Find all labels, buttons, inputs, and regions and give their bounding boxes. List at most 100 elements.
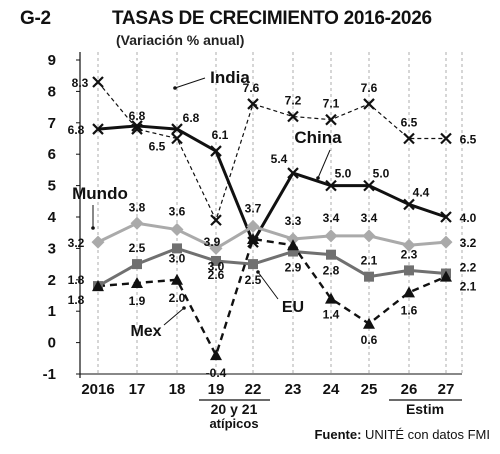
data-label-eu: 2.2 [460, 261, 477, 275]
marker-india [210, 214, 222, 226]
marker-china [131, 120, 143, 132]
marker-india [247, 98, 259, 110]
data-label-china: 5.0 [373, 167, 390, 181]
series-line-india [97, 81, 446, 221]
series-pointer-head-eu [256, 270, 260, 274]
marker-china [403, 198, 415, 211]
series-name-mundo: Mundo [72, 184, 128, 203]
group-sublabel-atipicos: atípicos [209, 416, 258, 431]
data-label-china: 4.4 [413, 185, 430, 199]
marker-india [287, 110, 299, 123]
marker-mundo [209, 241, 223, 255]
chart-code: G-2 [20, 8, 51, 29]
marker-mex [131, 276, 143, 288]
x-tick-label: 17 [129, 381, 146, 398]
marker-eu [404, 265, 414, 276]
marker-mundo [402, 238, 416, 252]
series-name-eu: EU [282, 299, 304, 316]
data-label-mundo: 3.2 [68, 236, 85, 250]
y-tick-label: 3 [48, 240, 56, 257]
data-label-mundo: 3.7 [245, 201, 262, 215]
data-label-mundo: 3.2 [460, 236, 477, 250]
y-tick-label: 8 [48, 83, 56, 100]
marker-mundo [170, 223, 184, 237]
marker-india [403, 132, 415, 145]
chart-subtitle: (Variación % anual) [116, 32, 245, 48]
data-label-eu: 2.8 [323, 264, 340, 278]
data-label-india: 6.5 [401, 116, 418, 130]
series-pointer-india [174, 77, 206, 89]
series-pointer-china [317, 149, 331, 179]
marker-eu [172, 243, 182, 254]
data-label-mex: 0.6 [361, 333, 378, 347]
marker-china [440, 211, 452, 223]
series-name-india: India [210, 68, 250, 87]
series-line-eu [97, 246, 447, 288]
marker-eu [364, 271, 374, 282]
data-label-china: 4.0 [460, 211, 477, 225]
data-label-mundo: 3.8 [129, 200, 146, 214]
group-label-estim: Estim [406, 401, 444, 417]
data-label-india: 3.9 [204, 235, 221, 249]
data-label-mex: 1.8 [68, 293, 85, 307]
x-tick-label: 25 [361, 381, 378, 398]
source-note: Fuente: UNITÉ con datos FMI [314, 427, 490, 442]
marker-india [325, 113, 337, 126]
series-name-china: China [294, 128, 342, 147]
y-tick-label: 4 [48, 209, 57, 226]
series-name-mex: Mex [130, 323, 161, 340]
data-label-mex: -0.4 [206, 366, 227, 380]
series-pointer-head-mex [182, 306, 186, 310]
marker-eu [132, 259, 142, 270]
data-label-eu: 2.9 [285, 261, 302, 275]
data-label-eu: 2.5 [129, 241, 146, 255]
y-tick-label: 7 [48, 115, 56, 132]
marker-china [171, 123, 183, 135]
marker-mundo [130, 216, 144, 230]
data-label-india: 6.5 [149, 140, 166, 154]
group-label-atipicos: 20 y 21 [211, 401, 258, 417]
x-tick-label: 18 [169, 381, 186, 398]
marker-china [325, 179, 337, 192]
marker-china [287, 167, 299, 179]
marker-india [92, 76, 104, 88]
x-tick-label: 22 [245, 381, 262, 398]
marker-mundo [286, 232, 300, 246]
y-tick-label: 9 [48, 52, 56, 69]
data-label-mundo: 3.4 [323, 211, 340, 225]
data-label-eu: 3.0 [169, 251, 186, 265]
data-label-china: 5.4 [271, 152, 288, 166]
marker-eu [211, 255, 221, 266]
marker-mex [287, 239, 299, 251]
data-label-mex: 2.0 [169, 291, 186, 305]
source-label: Fuente: [314, 427, 362, 442]
marker-eu [326, 249, 336, 260]
marker-mex [363, 317, 375, 329]
y-tick-label: 0 [48, 335, 56, 352]
marker-eu [248, 259, 258, 270]
data-label-eu: 1.8 [68, 273, 85, 287]
data-label-china: 5.0 [335, 167, 352, 181]
marker-india [131, 123, 143, 135]
series-pointer-mex [163, 307, 185, 326]
data-label-mundo: 3.6 [169, 205, 186, 219]
data-label-mex: 1.9 [129, 294, 146, 308]
y-tick-label: 5 [48, 178, 56, 195]
marker-india [440, 132, 452, 145]
marker-mex [247, 232, 259, 244]
marker-china [363, 179, 375, 192]
data-label-india: 7.2 [285, 94, 302, 108]
series-line-mex [97, 237, 447, 357]
marker-india [171, 132, 183, 145]
series-pointer-head-mundo [91, 226, 95, 230]
marker-china [210, 145, 222, 157]
data-label-india: 7.6 [361, 81, 378, 95]
x-tick-label: 2016 [81, 381, 114, 398]
data-label-india: 8.3 [72, 76, 89, 90]
data-label-mundo: 3.4 [361, 211, 378, 225]
data-label-india: 7.1 [323, 97, 340, 111]
marker-mundo [324, 229, 338, 243]
data-label-mundo: 3.3 [285, 214, 302, 228]
data-label-china: 6.8 [68, 123, 85, 137]
data-label-mex: 2.1 [460, 280, 477, 294]
